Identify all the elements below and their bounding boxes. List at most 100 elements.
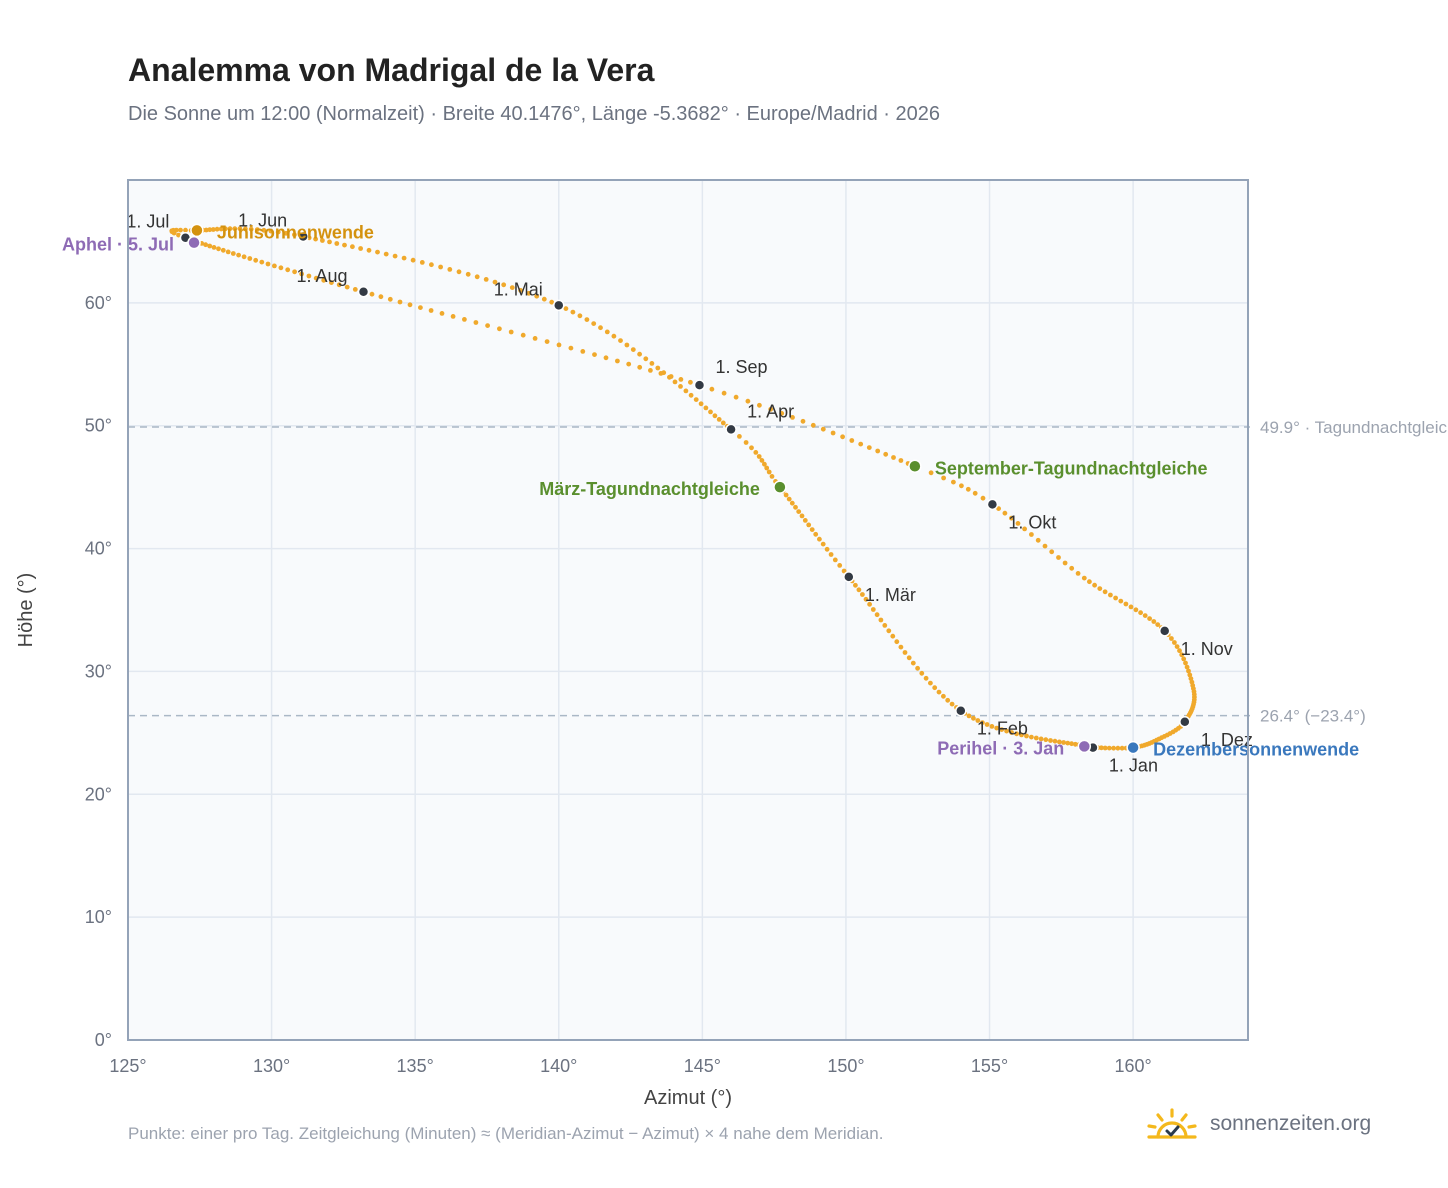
day-point [649, 361, 655, 366]
day-point [693, 397, 699, 402]
day-point [800, 418, 806, 424]
day-point [928, 470, 934, 476]
day-point [753, 450, 759, 455]
day-point [965, 486, 971, 492]
day-point [951, 479, 956, 485]
day-point [853, 582, 858, 588]
day-point [783, 492, 789, 498]
day-point [1102, 589, 1108, 595]
day-point [764, 465, 770, 471]
y-tick-label: 60° [85, 293, 112, 313]
day-point [283, 230, 289, 236]
day-point [1035, 537, 1041, 543]
day-point [410, 257, 416, 263]
x-axis-title: Azimut (°) [644, 1087, 732, 1109]
day-point [910, 660, 916, 666]
day-point [820, 426, 826, 432]
day-point [828, 552, 834, 557]
day-point [534, 293, 540, 299]
day-point [1075, 571, 1081, 576]
day-point [275, 229, 281, 235]
chart-subtitle: Die Sonne um 12:00 (Normalzeit) · Breite… [128, 103, 941, 125]
day-point [849, 438, 855, 443]
day-point [1102, 745, 1108, 751]
footnote: Punkte: einer pro Tag. Zeitgleichung (Mi… [128, 1124, 884, 1143]
day-point [392, 253, 398, 259]
x-tick-label: 140° [540, 1056, 577, 1076]
day-point [171, 230, 177, 236]
day-point [1062, 560, 1068, 566]
day-point [292, 269, 297, 275]
day-point [407, 302, 413, 308]
day-point [759, 458, 765, 463]
day-point [1106, 745, 1112, 751]
day-point [886, 628, 892, 634]
day-point [745, 398, 751, 404]
brand-logo: sonnenzeiten.org [1146, 1104, 1371, 1144]
day-point [253, 257, 259, 263]
day-point [945, 697, 951, 703]
event-label: September-Tagundnachtgleiche [935, 458, 1208, 478]
day-point [1033, 735, 1039, 741]
event-label: Aphel · 5. Jul [62, 235, 174, 255]
day-point [941, 475, 946, 481]
day-point [518, 288, 523, 293]
day-point [786, 496, 792, 502]
month-marker [955, 704, 967, 717]
day-point [703, 405, 709, 411]
day-point [768, 406, 774, 412]
day-point [352, 287, 358, 292]
day-point [996, 506, 1001, 511]
day-point [1123, 601, 1129, 607]
month-label: 1. Sep [715, 357, 767, 377]
day-point [890, 633, 896, 639]
day-point [214, 226, 220, 232]
day-point [508, 329, 514, 335]
month-marker [986, 498, 999, 511]
day-point [698, 401, 704, 407]
day-point [624, 342, 630, 348]
day-point [223, 226, 228, 232]
day-point [1138, 610, 1143, 616]
day-point [447, 267, 453, 272]
day-point [344, 284, 350, 290]
day-point [1183, 660, 1188, 666]
day-point [580, 349, 586, 354]
y-tick-label: 10° [85, 907, 112, 927]
chart-title: Analemma von Madrigal de la Vera [128, 52, 655, 88]
day-point [570, 309, 576, 315]
day-point [875, 448, 881, 454]
day-point [898, 458, 904, 463]
day-point [292, 232, 297, 238]
day-point [1038, 736, 1044, 742]
day-point [603, 355, 609, 361]
day-point [630, 347, 636, 352]
y-tick-label: 50° [85, 416, 112, 436]
day-point [709, 386, 715, 392]
day-point [492, 279, 498, 285]
day-point [462, 317, 467, 322]
month-label: 1. Mai [494, 279, 543, 299]
day-point [966, 713, 972, 719]
day-point [810, 422, 816, 428]
day-point [756, 454, 762, 459]
day-point [334, 241, 340, 246]
day-point [241, 254, 247, 260]
day-point [802, 518, 808, 523]
day-point [1022, 526, 1027, 532]
day-point [858, 441, 864, 447]
day-point [473, 320, 479, 325]
day-point [218, 226, 224, 232]
day-point [1043, 737, 1049, 743]
day-point [485, 323, 490, 328]
day-point [383, 251, 389, 257]
day-point [749, 445, 754, 451]
day-point [949, 701, 955, 707]
day-point [919, 670, 925, 676]
day-point [285, 267, 291, 273]
month-marker [693, 379, 706, 391]
x-tick-label: 155° [971, 1056, 1008, 1076]
day-point [980, 720, 985, 725]
day-point [210, 227, 216, 232]
day-point [369, 291, 375, 297]
